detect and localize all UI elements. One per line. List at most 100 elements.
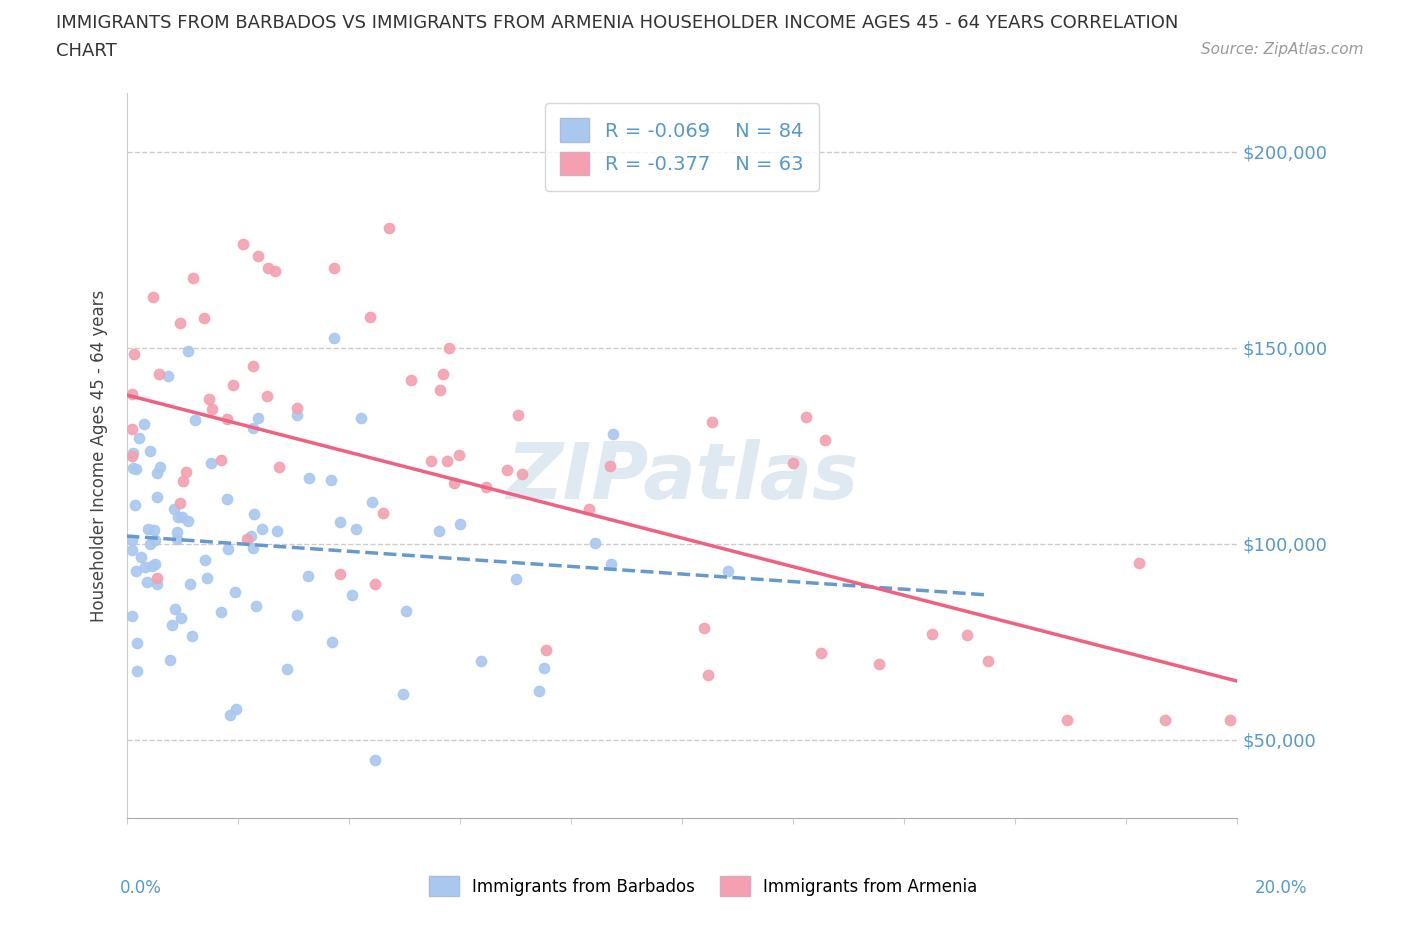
Point <box>142 290 165 305</box>
Point <box>378 221 401 236</box>
Point <box>796 410 818 425</box>
Point <box>956 628 979 643</box>
Point <box>245 598 267 613</box>
Point <box>148 366 170 381</box>
Point <box>391 686 413 701</box>
Point <box>143 533 166 548</box>
Point <box>693 620 716 635</box>
Point <box>139 537 162 551</box>
Point <box>429 383 451 398</box>
Point <box>143 556 166 571</box>
Point <box>717 564 740 578</box>
Legend: R = -0.069    N = 84, R = -0.377    N = 63: R = -0.069 N = 84, R = -0.377 N = 63 <box>544 102 820 191</box>
Point <box>198 392 221 406</box>
Text: IMMIGRANTS FROM BARBADOS VS IMMIGRANTS FROM ARMENIA HOUSEHOLDER INCOME AGES 45 -: IMMIGRANTS FROM BARBADOS VS IMMIGRANTS F… <box>56 14 1178 32</box>
Point <box>578 501 600 516</box>
Point <box>232 237 254 252</box>
Point <box>256 261 278 276</box>
Point <box>702 414 724 429</box>
Point <box>436 454 458 469</box>
Point <box>496 463 519 478</box>
Point <box>329 515 352 530</box>
Point <box>163 602 186 617</box>
Point <box>169 496 191 511</box>
Point <box>868 658 890 672</box>
Point <box>121 543 143 558</box>
Point <box>211 604 233 619</box>
Point <box>125 563 148 578</box>
Point <box>1128 555 1150 570</box>
Point <box>136 522 159 537</box>
Point <box>184 412 207 427</box>
Point <box>194 553 217 568</box>
Point <box>449 448 471 463</box>
Point <box>222 378 245 392</box>
Point <box>179 577 201 591</box>
Point <box>256 389 278 404</box>
Point <box>201 402 224 417</box>
Point <box>505 572 527 587</box>
Point <box>121 421 143 436</box>
Point <box>285 400 308 415</box>
Point <box>242 540 264 555</box>
Point <box>122 445 145 460</box>
Point <box>121 387 143 402</box>
Point <box>132 417 155 432</box>
Point <box>363 752 385 767</box>
Point <box>364 577 387 591</box>
Point <box>122 461 145 476</box>
Point <box>124 498 146 512</box>
Point <box>246 248 269 263</box>
Point <box>329 567 352 582</box>
Point <box>146 466 169 481</box>
Point <box>121 608 143 623</box>
Point <box>475 480 498 495</box>
Point <box>166 525 188 539</box>
Point <box>427 524 450 538</box>
Point <box>246 410 269 425</box>
Point <box>1219 713 1241 728</box>
Point <box>297 569 319 584</box>
Point <box>266 524 288 538</box>
Point <box>200 456 222 471</box>
Text: Source: ZipAtlas.com: Source: ZipAtlas.com <box>1201 42 1364 57</box>
Point <box>583 535 606 550</box>
Point <box>350 411 373 426</box>
Point <box>242 420 264 435</box>
Point <box>1056 713 1078 728</box>
Point <box>340 588 363 603</box>
Point <box>264 264 287 279</box>
Text: 20.0%: 20.0% <box>1256 879 1308 897</box>
Point <box>167 510 190 525</box>
Point <box>146 490 169 505</box>
Point <box>122 346 145 361</box>
Point <box>599 458 621 473</box>
Point <box>225 701 247 716</box>
Point <box>432 366 454 381</box>
Point <box>437 340 460 355</box>
Point <box>250 522 273 537</box>
Point <box>449 516 471 531</box>
Point <box>215 491 238 506</box>
Point <box>243 506 266 521</box>
Point <box>810 645 832 660</box>
Point <box>124 462 146 477</box>
Point <box>510 467 533 482</box>
Point <box>506 407 529 422</box>
Point <box>166 532 188 547</box>
Point <box>697 668 720 683</box>
Point <box>163 501 186 516</box>
Point <box>600 556 623 571</box>
Point <box>236 531 259 546</box>
Point <box>298 471 321 485</box>
Point <box>242 358 264 373</box>
Point <box>602 427 624 442</box>
Point <box>276 661 298 676</box>
Point <box>177 344 200 359</box>
Point <box>782 456 804 471</box>
Point <box>322 330 344 345</box>
Point <box>371 506 394 521</box>
Point <box>344 522 367 537</box>
Point <box>534 643 557 658</box>
Point <box>921 626 943 641</box>
